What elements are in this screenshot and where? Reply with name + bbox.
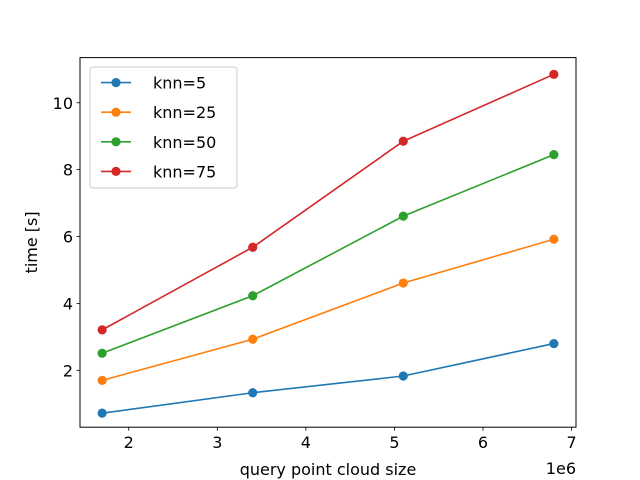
data-point-knn=75 [248,242,258,252]
data-point-knn=25 [248,334,258,344]
data-point-knn=50 [549,149,559,160]
y-tick-label: 2 [63,361,73,380]
legend-marker [111,166,121,176]
legend-frame [89,66,238,189]
y-ticks: 2 4 6 8 10 [53,94,80,380]
data-point-knn=25 [398,278,408,288]
data-point-knn=5 [398,371,408,381]
plot-frame [79,57,577,428]
legend-label: knn=50 [153,133,216,152]
y-tick-label: 8 [63,161,73,180]
x-axis-label: query point cloud size [240,460,417,479]
series-line-knn=5 [102,342,555,414]
data-point-knn=75 [97,325,107,335]
data-point-knn=5 [97,408,107,418]
axes-layer [79,57,577,428]
data-point-knn=5 [549,338,559,349]
data-point-knn=75 [398,136,408,146]
series-line-knn=25 [101,238,555,382]
legend-label: knn=25 [153,103,216,122]
x-tick-label: 4 [301,433,311,452]
x-tick-label: 3 [212,433,222,452]
y-tick-label: 4 [63,294,73,313]
legend-marker [111,107,121,117]
y-tick-label: 10 [53,94,73,113]
series-layer [97,69,559,418]
x-tick-label: 5 [389,433,399,452]
legend: knn=5 knn=25 knn=50 knn=75 [89,66,238,189]
x-tick-label: 7 [566,433,576,452]
legend-label: knn=75 [153,162,216,181]
data-point-knn=75 [549,69,559,79]
data-point-knn=25 [549,234,559,244]
series-line-knn=75 [101,73,555,331]
x-offset-label: 1e6 [546,459,576,478]
x-tick-label: 6 [478,433,488,452]
series-line-knn=50 [101,153,555,355]
data-point-knn=5 [248,388,258,398]
legend-marker [111,137,121,147]
x-tick-label: 2 [124,433,134,452]
data-point-knn=50 [248,291,258,301]
y-tick-label: 6 [63,228,73,247]
data-point-knn=50 [97,348,107,358]
y-axis-label: time [s] [22,211,41,273]
data-point-knn=50 [398,211,408,221]
legend-label: knn=5 [153,74,206,93]
legend-marker [111,78,121,88]
x-ticks: 2 3 4 5 6 7 [124,427,577,452]
data-point-knn=25 [97,375,107,385]
